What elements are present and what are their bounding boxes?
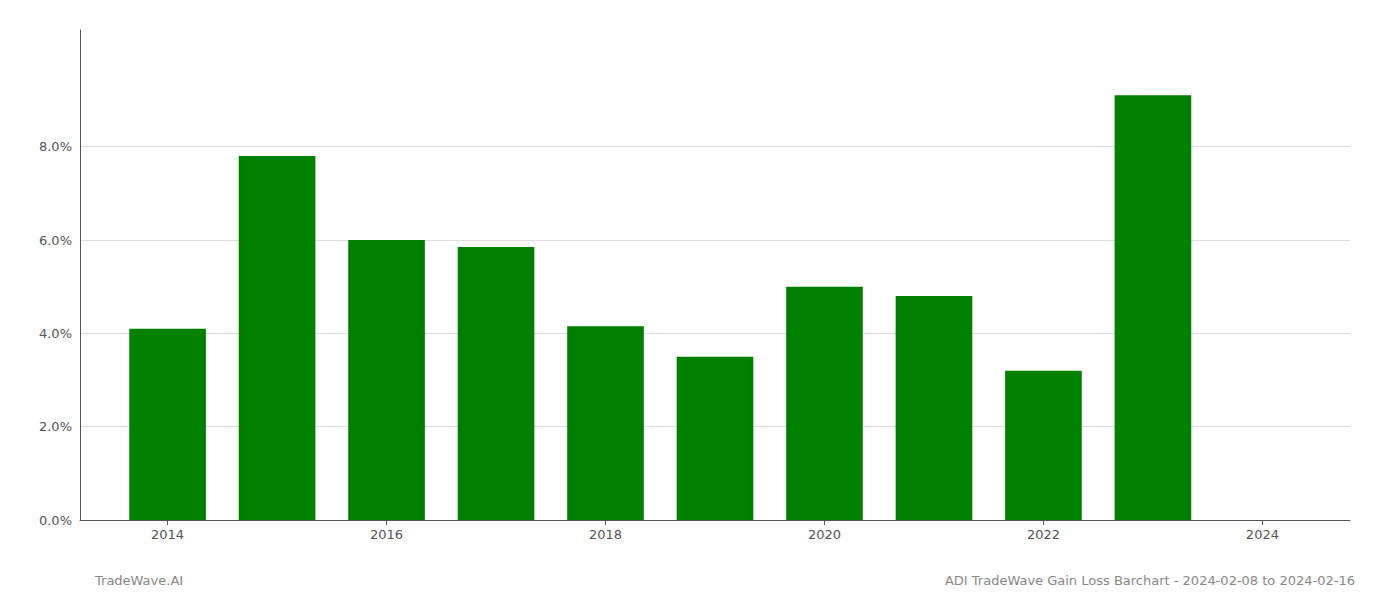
svg-text:8.0%: 8.0% (39, 139, 72, 154)
svg-text:2016: 2016 (370, 527, 403, 542)
svg-text:2018: 2018 (589, 527, 622, 542)
svg-text:2024: 2024 (1246, 527, 1279, 542)
svg-text:4.0%: 4.0% (39, 326, 72, 341)
svg-text:2022: 2022 (1027, 527, 1060, 542)
svg-text:6.0%: 6.0% (39, 233, 72, 248)
svg-text:2020: 2020 (808, 527, 841, 542)
svg-text:0.0%: 0.0% (39, 513, 72, 528)
svg-text:2014: 2014 (151, 527, 184, 542)
svg-text:ADI TradeWave Gain Loss Barcha: ADI TradeWave Gain Loss Barchart - 2024-… (945, 573, 1355, 588)
svg-text:TradeWave.AI: TradeWave.AI (94, 573, 183, 588)
svg-text:2.0%: 2.0% (39, 419, 72, 434)
